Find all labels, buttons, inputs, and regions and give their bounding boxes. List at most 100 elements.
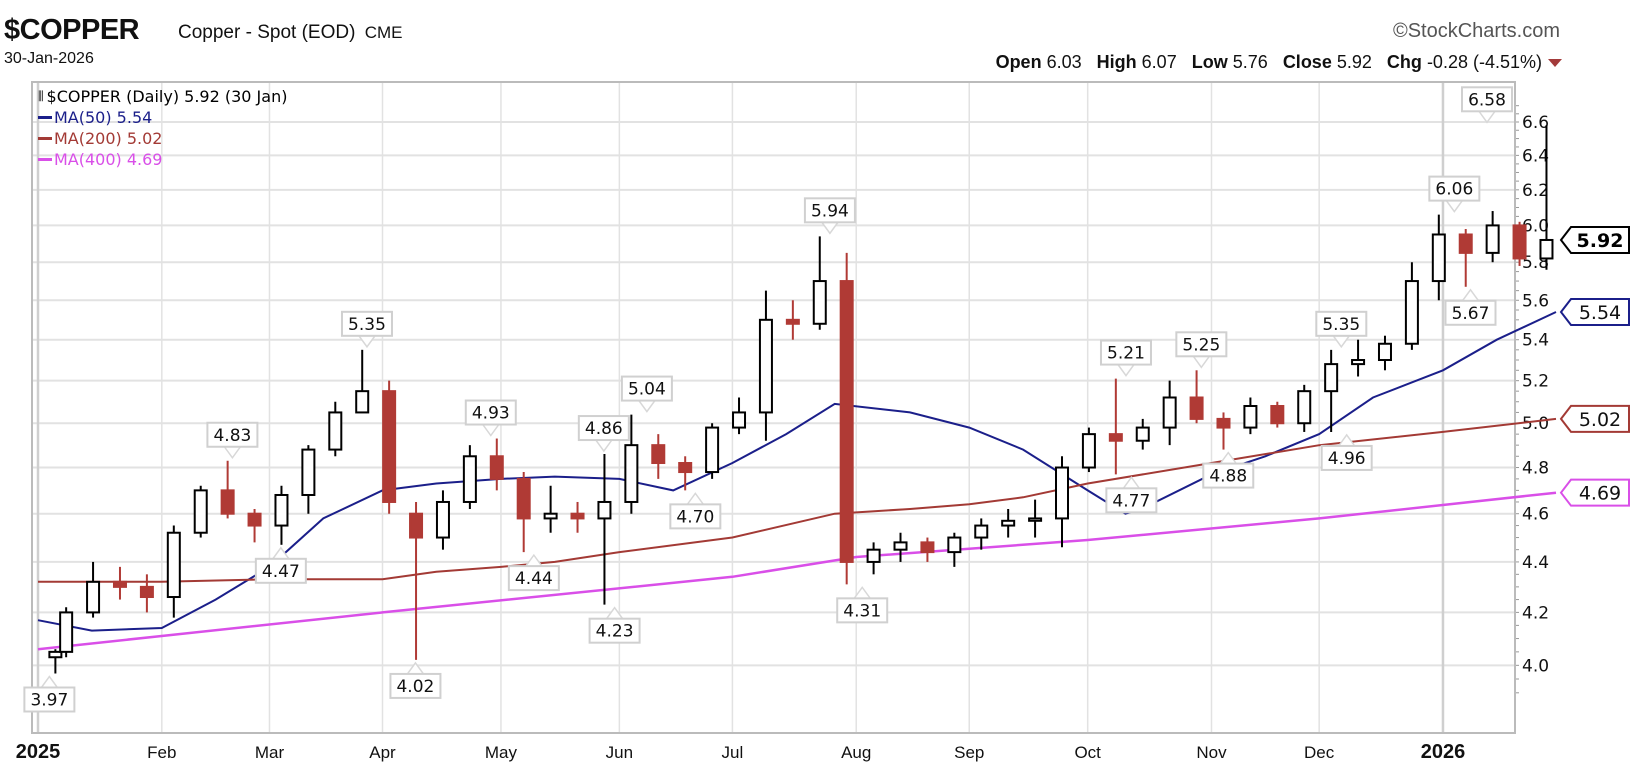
candle-body (274, 493, 289, 527)
candle (947, 532, 962, 567)
ma50-swatch (38, 116, 52, 119)
instrument-name: Copper - Spot (EOD) (178, 22, 356, 43)
legend-ma50-label: MA(50) 5.54 (54, 108, 153, 127)
close-label: Close (1282, 52, 1332, 72)
annotation-pointer (1444, 199, 1464, 213)
annotation-pointer (222, 446, 242, 460)
candle-body (893, 541, 908, 551)
annotation-label: 4.88 (1209, 467, 1247, 487)
ma200-swatch (38, 137, 52, 140)
legend-ma200-label: MA(200) 5.02 (54, 129, 163, 148)
legend-price-label: $COPPER (Daily) 5.92 (30 Jan) (46, 87, 288, 106)
price-annotation: 5.94 (803, 197, 856, 235)
annotation-box (1099, 339, 1152, 366)
annotation-pointer (1331, 335, 1351, 349)
annotation-label: 6.58 (1468, 90, 1506, 110)
axis-tag-label: 5.54 (1579, 302, 1621, 324)
candle-body (59, 611, 74, 653)
y-tick-label: 6.0 (1522, 216, 1549, 236)
axis-tag-box (1559, 225, 1630, 254)
candle-body (382, 390, 397, 503)
candle (920, 537, 935, 562)
candle-body (139, 585, 154, 599)
axis-tag-box (1559, 297, 1630, 326)
candle-body (678, 462, 693, 474)
price-annotation: 5.67 (1444, 288, 1497, 326)
axis-price-tag: 5.92 (1559, 225, 1630, 254)
candle (59, 607, 74, 658)
annotation-pointer (1121, 476, 1141, 490)
price-annotation: 5.04 (620, 375, 673, 413)
annotation-box (1444, 299, 1497, 326)
annotation-label: 4.44 (515, 569, 553, 589)
ma400-swatch (38, 158, 52, 161)
open-label: Open (995, 52, 1042, 72)
y-tick-label: 6.4 (1522, 146, 1549, 166)
candle-body (624, 444, 639, 503)
x-tick-label: Mar (255, 743, 285, 762)
low-value: 5.76 (1232, 52, 1268, 72)
annotation-pointer (1191, 355, 1211, 369)
candle (516, 472, 531, 553)
candle (139, 574, 154, 613)
candle-body (355, 390, 370, 414)
axis-price-tag: 4.69 (1559, 478, 1630, 507)
candle-body (1270, 405, 1285, 425)
candle (893, 532, 908, 562)
axis-price-tag: 5.02 (1559, 404, 1630, 433)
candle (705, 423, 720, 479)
candle (1431, 214, 1446, 301)
annotation-pointer (1337, 433, 1357, 447)
candle-body (1216, 417, 1231, 429)
chart-date: 30-Jan-2026 (4, 50, 94, 67)
annotation-box (1315, 310, 1368, 337)
candle (193, 485, 208, 538)
annotation-box (577, 415, 630, 442)
plot-border (31, 81, 1516, 734)
candle-body (974, 524, 989, 539)
annotation-label: 3.97 (30, 691, 68, 711)
chg-label: Chg (1386, 52, 1422, 72)
annotation-box (1461, 86, 1513, 113)
candle (86, 561, 101, 618)
price-annotation: 5.35 (1315, 310, 1368, 349)
candle (758, 290, 773, 441)
candle (1485, 211, 1500, 263)
brand-watermark: ©StockCharts.com (1392, 20, 1560, 42)
annotation-pointer (1218, 451, 1238, 465)
candle (382, 380, 397, 514)
candle-body (301, 448, 316, 496)
exchange: CME (364, 23, 403, 42)
annotation-label: 4.93 (472, 404, 510, 424)
legend-ma200: MA(200) 5.02 (38, 128, 287, 149)
candle (1404, 262, 1419, 350)
candle (812, 236, 827, 330)
annotation-label: 5.04 (628, 380, 666, 400)
price-annotation: 3.97 (23, 675, 76, 713)
annotation-pointer (594, 439, 614, 453)
x-tick-label: Aug (841, 743, 871, 762)
x-tick-label: Oct (1074, 743, 1101, 762)
candle (651, 434, 666, 479)
annotation-label: 6.06 (1435, 180, 1473, 200)
candle-body (462, 455, 477, 503)
candle-body (1162, 396, 1177, 429)
candle (678, 456, 693, 491)
candle-body (947, 536, 962, 554)
candle (489, 438, 504, 491)
candle (247, 508, 262, 543)
chart-legend: ⫼ $COPPER (Daily) 5.92 (30 Jan) MA(50) 5.… (38, 86, 287, 170)
annotation-box (588, 617, 641, 644)
candle (597, 454, 612, 605)
candle-body (48, 650, 63, 659)
annotation-box (254, 557, 307, 584)
candle-body (1001, 519, 1016, 527)
candle-body (1055, 466, 1070, 520)
candlestick-icon: ⫼ (38, 89, 44, 103)
annotation-box (1105, 487, 1158, 514)
symbol-description: Copper - Spot (EOD) CME (178, 22, 402, 44)
price-annotation: 4.88 (1202, 451, 1255, 489)
axis-price-tag: 5.54 (1559, 297, 1630, 326)
annotation-label: 5.25 (1182, 335, 1220, 355)
